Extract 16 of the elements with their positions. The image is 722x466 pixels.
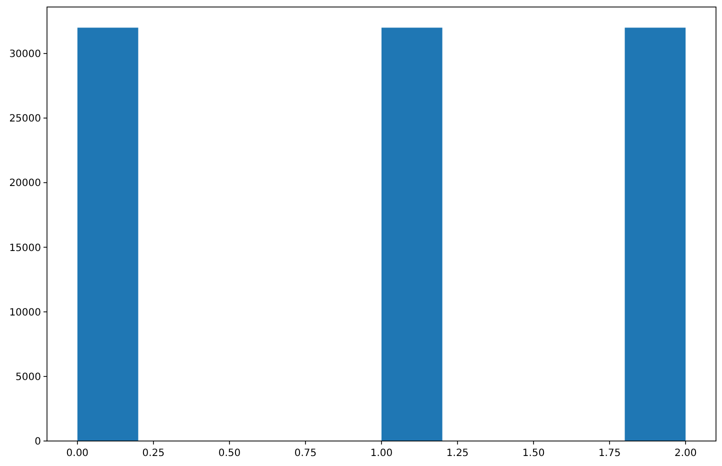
y-tick-label: 10000	[9, 307, 41, 318]
y-tick-label: 0	[34, 436, 41, 448]
x-tick-label: 0.75	[294, 448, 317, 459]
x-tick-label: 1.75	[598, 448, 621, 459]
x-tick-label: 2.00	[674, 448, 697, 459]
x-tick-label: 0.50	[218, 448, 241, 459]
y-tick-label: 5000	[16, 372, 41, 383]
x-tick-label: 0.25	[142, 448, 165, 459]
x-tick-label: 1.25	[446, 448, 469, 459]
x-tick-label: 1.00	[370, 448, 393, 459]
y-tick-label: 25000	[9, 114, 41, 125]
x-tick-label: 0.00	[66, 448, 89, 459]
y-tick-label: 20000	[9, 178, 41, 190]
x-tick-label: 1.50	[522, 448, 545, 459]
y-tick-label: 15000	[9, 242, 41, 254]
y-tick-label: 30000	[9, 49, 41, 60]
